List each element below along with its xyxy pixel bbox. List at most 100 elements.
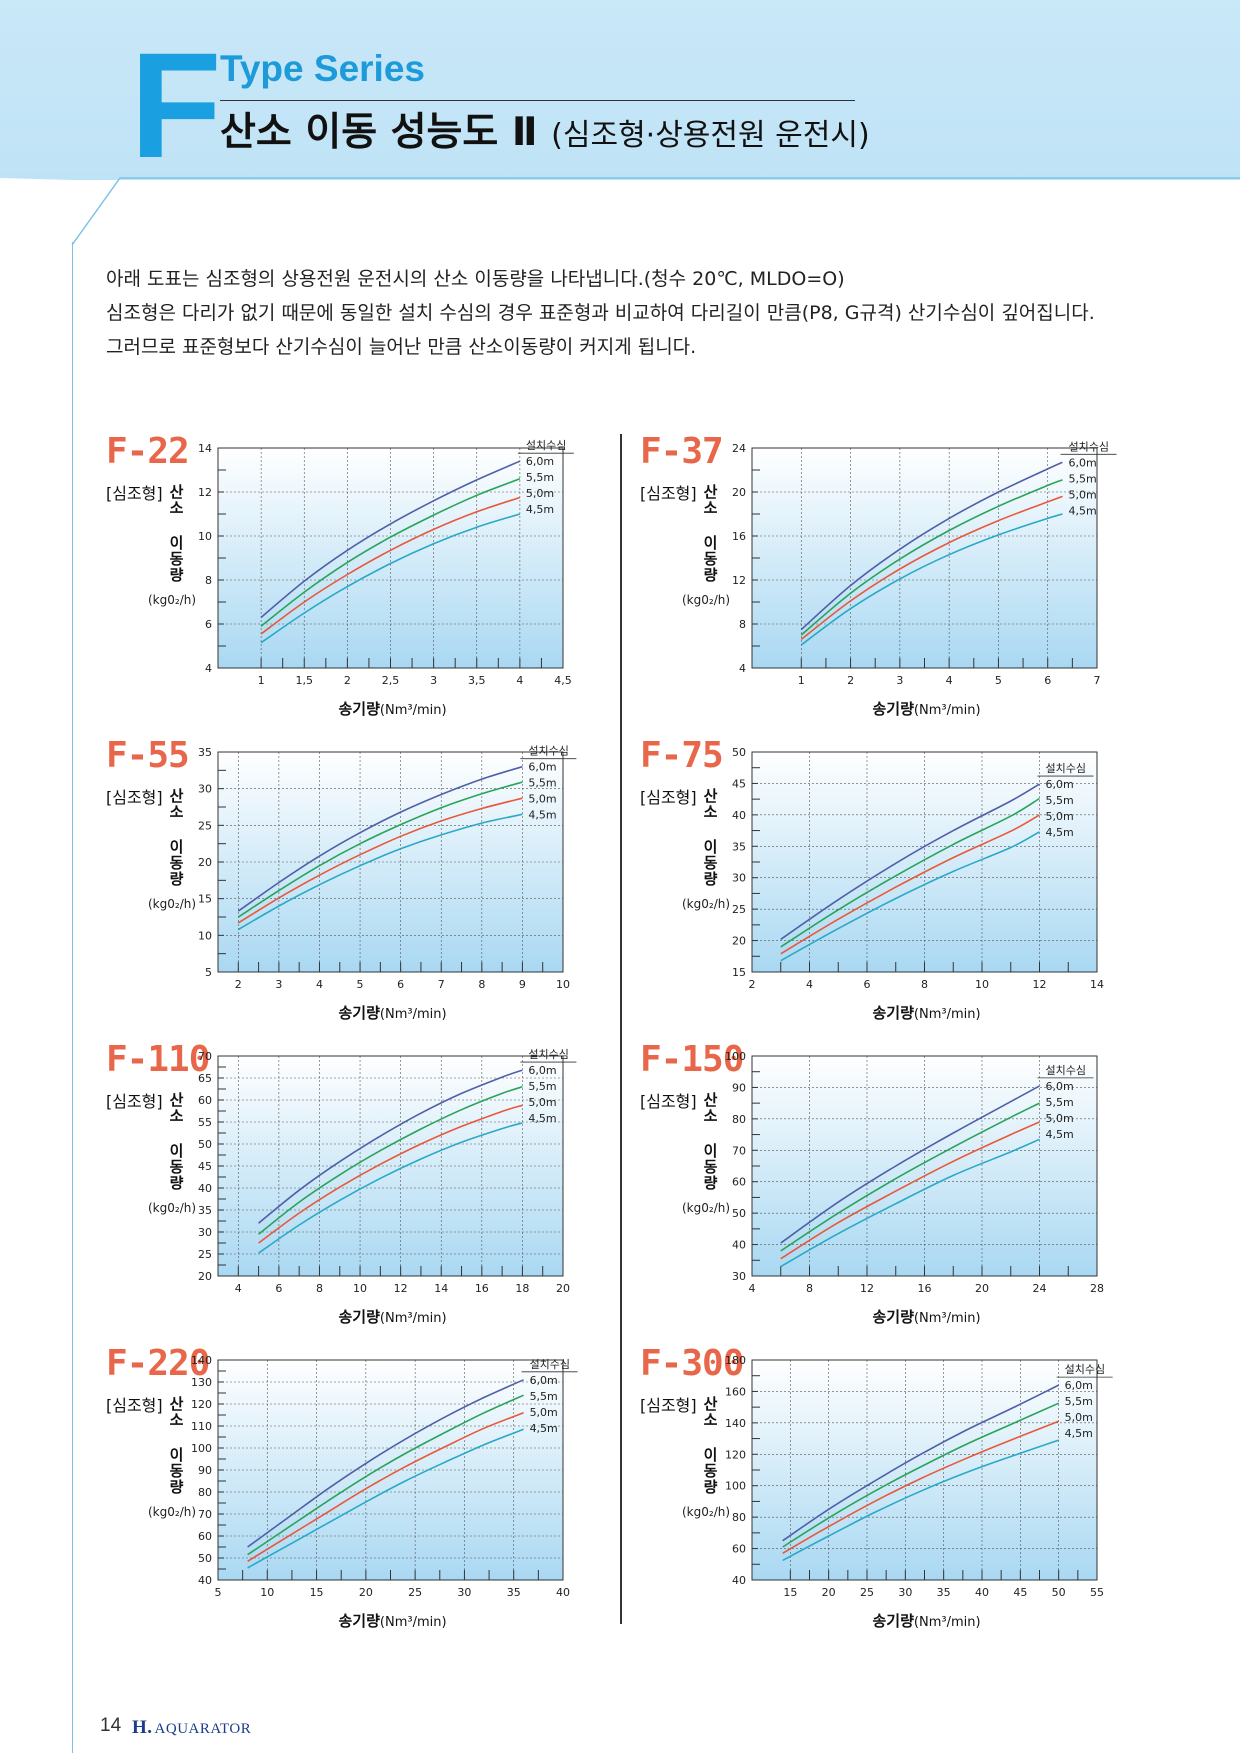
x-tick-label: 4 xyxy=(516,674,523,687)
type-label: [심조형] xyxy=(106,1396,163,1415)
y-tick-label: 110 xyxy=(191,1420,212,1433)
x-tick-label: 6 xyxy=(397,978,404,991)
x-tick-label: 3 xyxy=(275,978,282,991)
legend-item: 5,5m xyxy=(1065,1395,1093,1408)
x-tick-label: 24 xyxy=(1033,1282,1047,1295)
y-axis-unit: (kg0₂/h) xyxy=(682,897,731,911)
x-tick-label: 25 xyxy=(860,1586,874,1599)
page-title: 산소 이동 성능도 Ⅱ (심조형·상용전원 운전시) xyxy=(220,111,870,155)
legend-title: 설치수심 xyxy=(1046,1064,1086,1077)
y-axis-label: 산소 이동량 xyxy=(701,1092,719,1191)
x-tick-label: 25 xyxy=(408,1586,422,1599)
legend-item: 4,5m xyxy=(1069,504,1097,517)
plot-frame xyxy=(751,447,1098,669)
x-tick-label: 4,5 xyxy=(554,674,572,687)
legend-item: 4,5m xyxy=(1046,1128,1074,1141)
model-label: F-22 xyxy=(106,431,190,472)
y-tick-label: 10 xyxy=(198,530,212,543)
legend-item: 5,5m xyxy=(1069,472,1097,485)
model-label: F-150 xyxy=(640,1039,744,1080)
x-tick-label: 2 xyxy=(344,674,351,687)
y-tick-label: 100 xyxy=(725,1050,746,1063)
y-axis-unit: (kg0₂/h) xyxy=(148,897,197,911)
x-tick-label: 8 xyxy=(806,1282,813,1295)
legend-item: 6,0m xyxy=(1046,1080,1074,1093)
x-tick-label: 4 xyxy=(806,978,813,991)
x-tick-label: 20 xyxy=(822,1586,836,1599)
y-tick-label: 180 xyxy=(725,1354,746,1367)
y-tick-label: 45 xyxy=(198,1160,212,1173)
x-tick-label: 10 xyxy=(556,978,570,991)
x-tick-label: 40 xyxy=(556,1586,570,1599)
y-tick-label: 25 xyxy=(732,903,746,916)
series-line-6-0m xyxy=(237,765,523,912)
x-tick-label: 5 xyxy=(357,978,364,991)
model-label: F-220 xyxy=(106,1343,210,1384)
brand-logo: H. AQUARATOR xyxy=(132,1718,251,1737)
legend-item: 5,0m xyxy=(1046,1112,1074,1125)
y-tick-label: 35 xyxy=(198,746,212,759)
header-band xyxy=(0,0,1240,180)
x-axis-unit: (Nm³/min) xyxy=(913,1311,981,1326)
x-tick-label: 2,5 xyxy=(382,674,400,687)
x-tick-label: 3 xyxy=(430,674,437,687)
legend-item: 5,5m xyxy=(528,777,556,790)
x-tick-label: 16 xyxy=(918,1282,932,1295)
y-tick-label: 130 xyxy=(191,1376,212,1389)
x-tick-label: 6 xyxy=(1044,674,1051,687)
y-tick-label: 140 xyxy=(725,1417,746,1430)
series-line-4-5m xyxy=(258,1122,523,1254)
y-tick-label: 5 xyxy=(205,966,212,979)
y-tick-label: 80 xyxy=(198,1486,212,1499)
y-tick-label: 4 xyxy=(205,662,212,675)
y-tick-label: 20 xyxy=(198,1270,212,1283)
y-tick-label: 70 xyxy=(198,1050,212,1063)
model-label: F-110 xyxy=(106,1039,210,1080)
y-axis-label: 산소 이동량 xyxy=(167,1396,185,1495)
x-tick-label: 8 xyxy=(921,978,928,991)
type-label: [심조형] xyxy=(640,1092,697,1111)
series-line-5-5m xyxy=(782,1402,1060,1548)
x-axis-unit: (Nm³/min) xyxy=(913,1615,981,1630)
series-line-5-0m xyxy=(237,797,523,924)
x-tick-label: 28 xyxy=(1090,1282,1104,1295)
x-tick-label: 50 xyxy=(1052,1586,1066,1599)
type-label: [심조형] xyxy=(106,484,163,503)
x-axis-label-text: 송기량 xyxy=(338,1004,380,1022)
type-label: [심조형] xyxy=(640,788,697,807)
x-tick-label: 8 xyxy=(316,1282,323,1295)
y-tick-label: 120 xyxy=(725,1448,746,1461)
y-tick-label: 8 xyxy=(739,618,746,631)
y-tick-label: 25 xyxy=(198,1248,212,1261)
y-axis-label: 산소 이동량 xyxy=(701,1396,719,1495)
model-label: F-37 xyxy=(640,431,724,472)
y-tick-label: 50 xyxy=(732,1207,746,1220)
legend-item: 5,5m xyxy=(530,1390,558,1403)
y-tick-label: 100 xyxy=(725,1480,746,1493)
y-tick-label: 80 xyxy=(732,1113,746,1126)
y-tick-label: 35 xyxy=(198,1204,212,1217)
series-line-4-5m xyxy=(800,513,1063,646)
y-axis-label: 산소 이동량 xyxy=(701,484,719,583)
x-axis-label-text: 송기량 xyxy=(872,700,914,718)
y-tick-label: 8 xyxy=(205,574,212,587)
x-tick-label: 4 xyxy=(316,978,323,991)
legend-item: 5,0m xyxy=(530,1406,558,1419)
y-tick-label: 35 xyxy=(732,840,746,853)
y-tick-label: 40 xyxy=(198,1182,212,1195)
legend-item: 5,0m xyxy=(526,487,554,500)
x-axis-unit: (Nm³/min) xyxy=(379,1311,447,1326)
legend-item: 4,5m xyxy=(1046,826,1074,839)
type-label: [심조형] xyxy=(640,484,697,503)
x-tick-label: 2 xyxy=(847,674,854,687)
x-tick-label: 3,5 xyxy=(468,674,486,687)
x-axis-label: 송기량(Nm³/min) xyxy=(339,702,447,718)
y-tick-label: 50 xyxy=(198,1138,212,1151)
y-tick-label: 55 xyxy=(198,1116,212,1129)
legend-title: 설치수심 xyxy=(526,439,566,452)
legend-item: 5,5m xyxy=(1046,1096,1074,1109)
series-line-4-5m xyxy=(780,1138,1040,1268)
series-line-6-0m xyxy=(800,461,1063,631)
series-line-6-0m xyxy=(782,1384,1060,1542)
